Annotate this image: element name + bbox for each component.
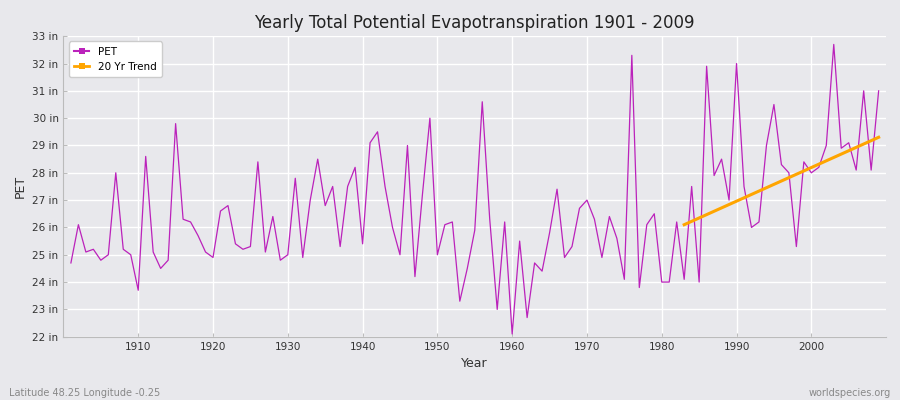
X-axis label: Year: Year	[462, 357, 488, 370]
Text: Latitude 48.25 Longitude -0.25: Latitude 48.25 Longitude -0.25	[9, 388, 160, 398]
Y-axis label: PET: PET	[14, 175, 27, 198]
Legend: PET, 20 Yr Trend: PET, 20 Yr Trend	[68, 42, 162, 77]
Title: Yearly Total Potential Evapotranspiration 1901 - 2009: Yearly Total Potential Evapotranspiratio…	[255, 14, 695, 32]
Text: worldspecies.org: worldspecies.org	[809, 388, 891, 398]
